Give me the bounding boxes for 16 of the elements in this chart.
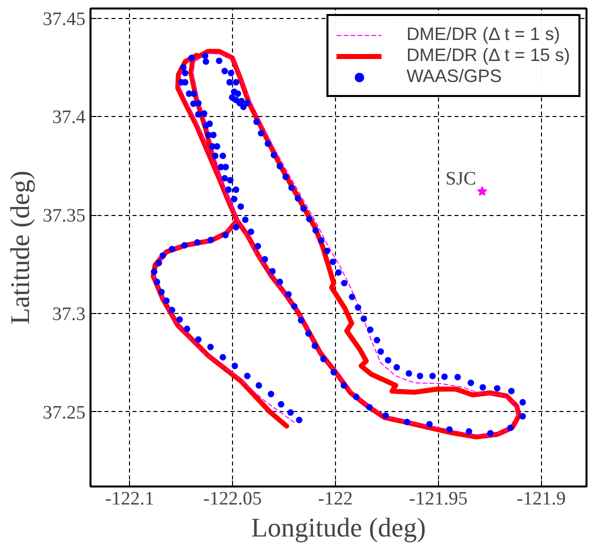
annotation: SJC [446, 168, 476, 190]
legend-label: DME/DR (Δ t = 15 s) [406, 45, 570, 66]
y-axis-title: Latitude (deg) [4, 170, 35, 324]
y-tick-label: 37.35 [42, 206, 86, 227]
x-tick-label: -121.95 [409, 488, 468, 510]
x-tick-label: -122 [318, 488, 353, 510]
x-tick-label: -122.1 [105, 488, 154, 510]
y-tick-label: 37.45 [42, 8, 86, 30]
y-tick-label: 37.25 [42, 402, 86, 424]
x-tick-label: -122.05 [203, 488, 262, 510]
legend-label: WAAS/GPS [406, 66, 502, 87]
y-tick-label: 37.4 [52, 107, 86, 128]
legend-label: DME/DR (Δ t = 1 s) [406, 24, 560, 45]
x-tick-label: -121.9 [516, 488, 566, 510]
y-tick-label: 37.3 [52, 304, 86, 325]
x-axis-title: Longitude (deg) [251, 512, 426, 542]
